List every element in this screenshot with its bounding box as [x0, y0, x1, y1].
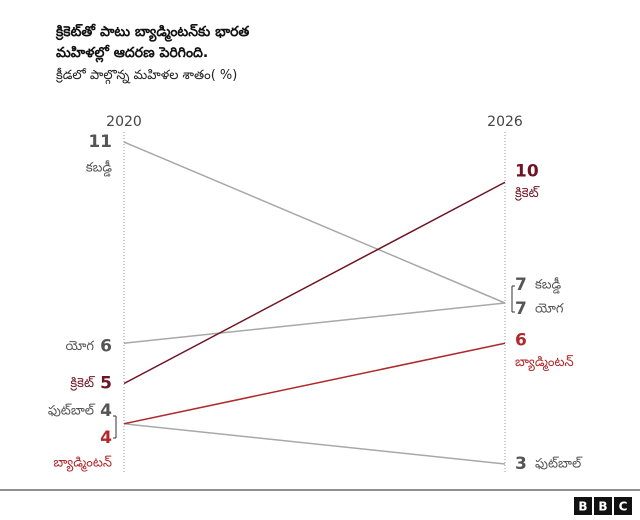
series-label: యోగ [535, 302, 564, 317]
series-label: ఫుట్‌బాల్ [48, 403, 96, 418]
value-label: 10 [515, 161, 539, 181]
value-label: 6 [100, 336, 112, 356]
slope-line [123, 423, 506, 465]
bracket [511, 285, 515, 313]
value-label: 5 [100, 374, 112, 394]
series-label: యోగ [66, 339, 95, 354]
slope-line [123, 181, 506, 385]
series-label: క్రికెట్ [70, 376, 95, 391]
slope-line [123, 302, 506, 344]
logo-letter: C [619, 500, 628, 514]
value-label: 4 [100, 428, 112, 448]
value-label: 11 [88, 132, 112, 152]
logo-letter: B [598, 500, 607, 514]
value-label: 6 [515, 330, 527, 350]
logo-block [614, 497, 632, 515]
logo-letter: B [578, 500, 587, 514]
series-label: బ్యాడ్మింటన్ [515, 355, 574, 372]
chart-title: క్రికెట్‌తో పాటు బ్యాడ్మింటన్‌కు భారత మహ… [56, 24, 250, 61]
logo-block [574, 497, 592, 515]
series-label: బ్యాడ్మింటన్ [53, 455, 112, 472]
chart-subtitle: క్రీడలో పాల్గొన్న మహిళల శాతం( %) [56, 68, 238, 83]
bracket [113, 415, 117, 439]
slope-line [123, 141, 506, 304]
logo-block [594, 497, 612, 515]
series-label: కబడ్డీ [86, 160, 113, 178]
value-label: 4 [100, 401, 112, 421]
value-label: 3 [515, 454, 527, 474]
slope-line [123, 342, 506, 425]
series-label: ఫుట్‌బాల్ [535, 457, 583, 472]
series-label: కబడ్డీ [535, 277, 562, 295]
x-tick-label: 2026 [487, 114, 523, 130]
x-tick-label: 2020 [106, 114, 142, 130]
series-label: క్రికెట్ [515, 186, 540, 201]
value-label: 7 [515, 299, 527, 319]
value-label: 7 [515, 275, 527, 295]
